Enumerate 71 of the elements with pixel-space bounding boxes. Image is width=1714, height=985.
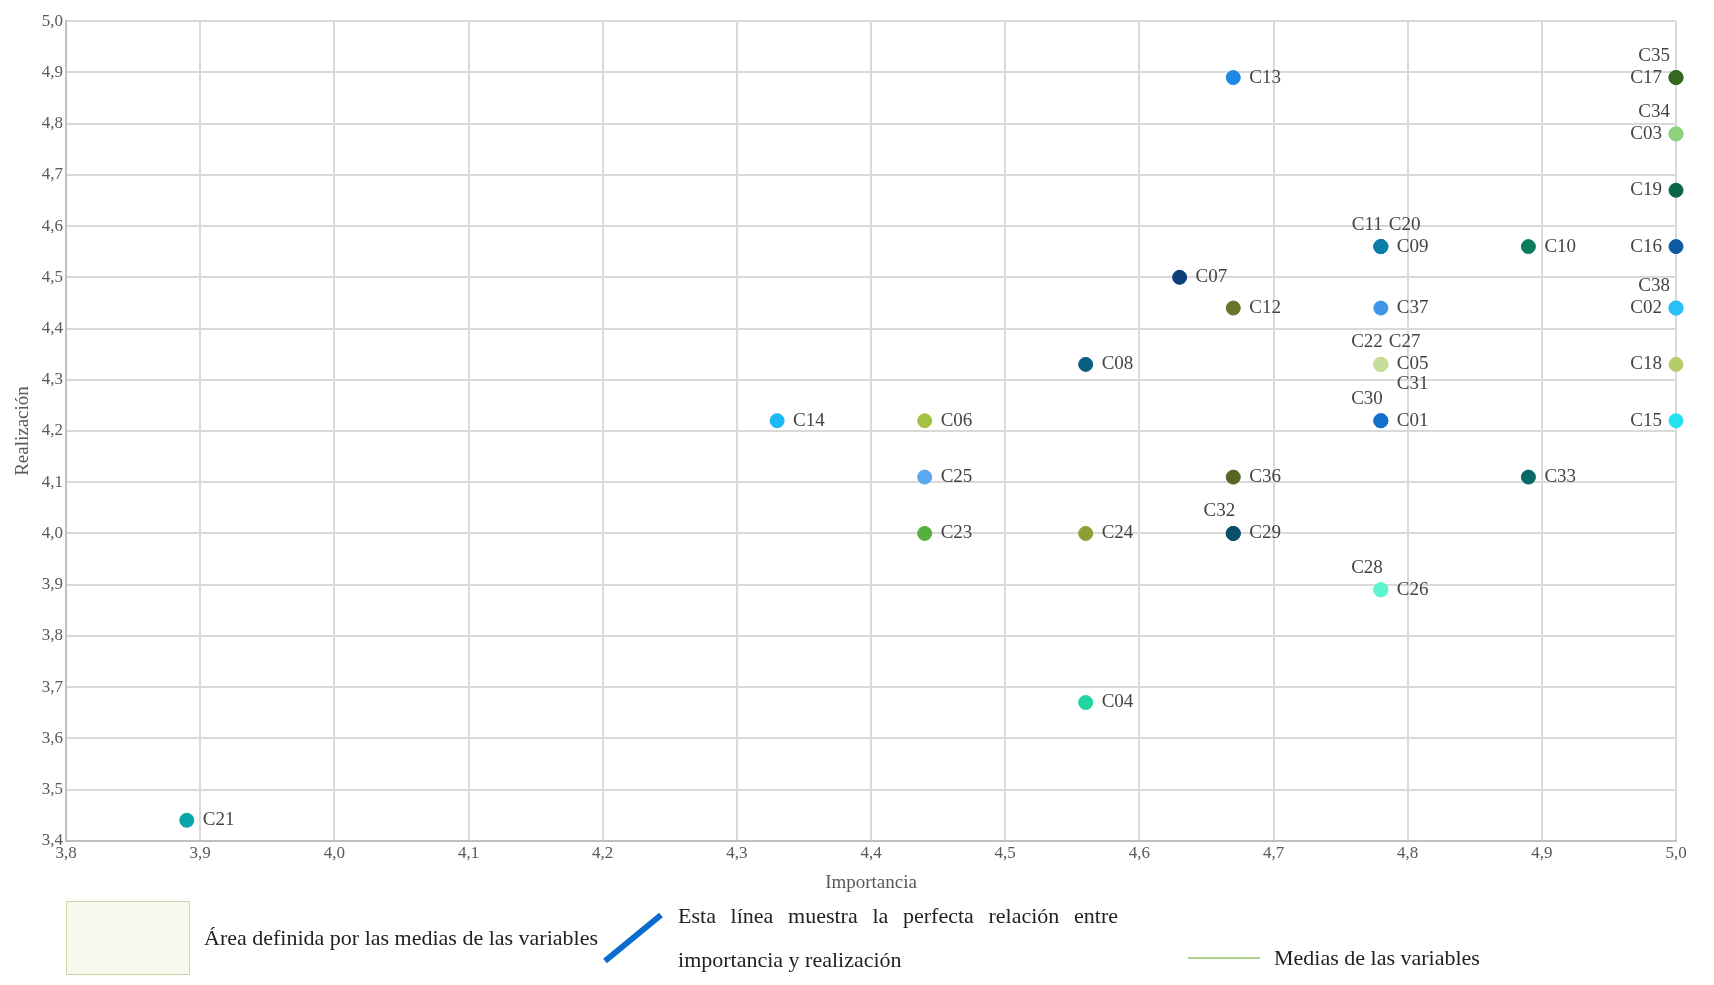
y-tick-label: 3,9 — [41, 574, 64, 594]
series-label: C14 — [793, 408, 826, 430]
x-axis-title: Importancia — [825, 870, 918, 892]
series-label: C13 — [1249, 65, 1281, 87]
series-label: C26 — [1396, 577, 1429, 599]
series-label: C20 — [1388, 212, 1421, 234]
series-label: C19 — [1630, 178, 1662, 200]
series-label: C01 — [1396, 408, 1429, 430]
series-label: C18 — [1630, 352, 1662, 374]
y-tick-label: 4,0 — [41, 522, 64, 542]
series-label: C17 — [1630, 65, 1662, 87]
y-tick-label: 4,6 — [41, 215, 64, 235]
series-label: C28 — [1351, 555, 1383, 577]
y-tick-label: 4,1 — [41, 471, 64, 491]
series-label: C33 — [1544, 465, 1577, 487]
x-tick-label: 4,1 — [457, 843, 480, 863]
series-label: C22 — [1351, 330, 1383, 352]
x-tick-label: 4,6 — [1128, 843, 1150, 863]
y-tick-label: 3,8 — [41, 625, 64, 645]
x-tick-label: 4,4 — [860, 843, 883, 863]
text: Área definida por las medias de las variables — [204, 925, 599, 951]
series-label: C27 — [1388, 330, 1421, 352]
series-label: C11 — [1351, 212, 1383, 234]
series-label: C10 — [1544, 234, 1577, 256]
y-tick-label: 3,7 — [41, 676, 64, 696]
series-label: C02 — [1630, 296, 1662, 318]
series-label: C29 — [1249, 521, 1281, 543]
series-label: C23 — [940, 521, 973, 543]
series-label: C37 — [1396, 296, 1429, 318]
series-label: C32 — [1203, 499, 1236, 521]
series-label: C07 — [1195, 265, 1228, 287]
series-label: C30 — [1351, 386, 1383, 408]
series-label: C03 — [1630, 121, 1662, 143]
y-tick-label: 4,3 — [41, 369, 64, 389]
y-tick-label: 3,6 — [41, 727, 64, 747]
series-label: C09 — [1396, 234, 1429, 256]
y-tick-label: 5,0 — [41, 10, 64, 30]
text: Esta línea muestra la perfecta relación entre importancia y realización — [678, 902, 1119, 974]
series-label: C05 — [1396, 352, 1429, 374]
series-label: C36 — [1249, 465, 1281, 487]
series-label: C12 — [1249, 296, 1281, 318]
x-tick-label: 4,7 — [1262, 843, 1285, 863]
x-tick-label: 5,0 — [1665, 843, 1687, 863]
series-label: C38 — [1638, 274, 1670, 296]
x-tick-label: 3,9 — [189, 843, 211, 863]
series-label: C21 — [202, 808, 235, 830]
x-tick-label: 4,2 — [592, 843, 614, 863]
series-label: C08 — [1101, 352, 1134, 374]
series-label: C31 — [1396, 372, 1429, 394]
y-tick-label: 4,7 — [41, 164, 64, 184]
y-tick-label: 4,9 — [41, 61, 64, 81]
series-label: C04 — [1101, 690, 1134, 712]
x-tick-label: 4,0 — [323, 843, 345, 863]
series-label: C25 — [940, 465, 973, 487]
y-tick-label: 4,8 — [41, 113, 64, 133]
x-tick-label: 4,3 — [726, 843, 748, 863]
series-label: C15 — [1630, 408, 1662, 430]
text: Medias de las variables — [1274, 945, 1480, 971]
x-tick-label: 4,8 — [1397, 843, 1419, 863]
y-tick-label: 3,5 — [41, 779, 64, 799]
x-tick-label: 4,5 — [994, 843, 1016, 863]
y-tick-label: 4,2 — [41, 420, 64, 440]
series-label: C24 — [1101, 521, 1134, 543]
y-tick-label: 4,4 — [41, 318, 64, 338]
series-label: C34 — [1638, 99, 1671, 121]
series-label: C35 — [1638, 43, 1670, 65]
series-label: C06 — [940, 408, 973, 430]
y-axis-title: Realización — [11, 385, 33, 476]
x-tick-label: 4,9 — [1531, 843, 1553, 863]
series-label: C16 — [1630, 234, 1662, 256]
y-tick-label: 4,5 — [41, 266, 64, 286]
